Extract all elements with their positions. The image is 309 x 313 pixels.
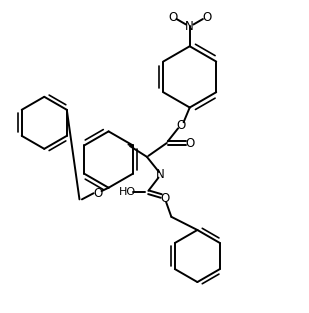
Text: O: O	[161, 192, 170, 205]
Text: O: O	[185, 136, 194, 150]
Text: HO: HO	[118, 187, 136, 197]
Text: O: O	[202, 11, 211, 24]
Text: N: N	[185, 20, 194, 33]
Text: O: O	[176, 119, 185, 132]
Text: O: O	[93, 187, 103, 200]
Text: N: N	[156, 168, 165, 181]
Text: O: O	[168, 11, 177, 24]
